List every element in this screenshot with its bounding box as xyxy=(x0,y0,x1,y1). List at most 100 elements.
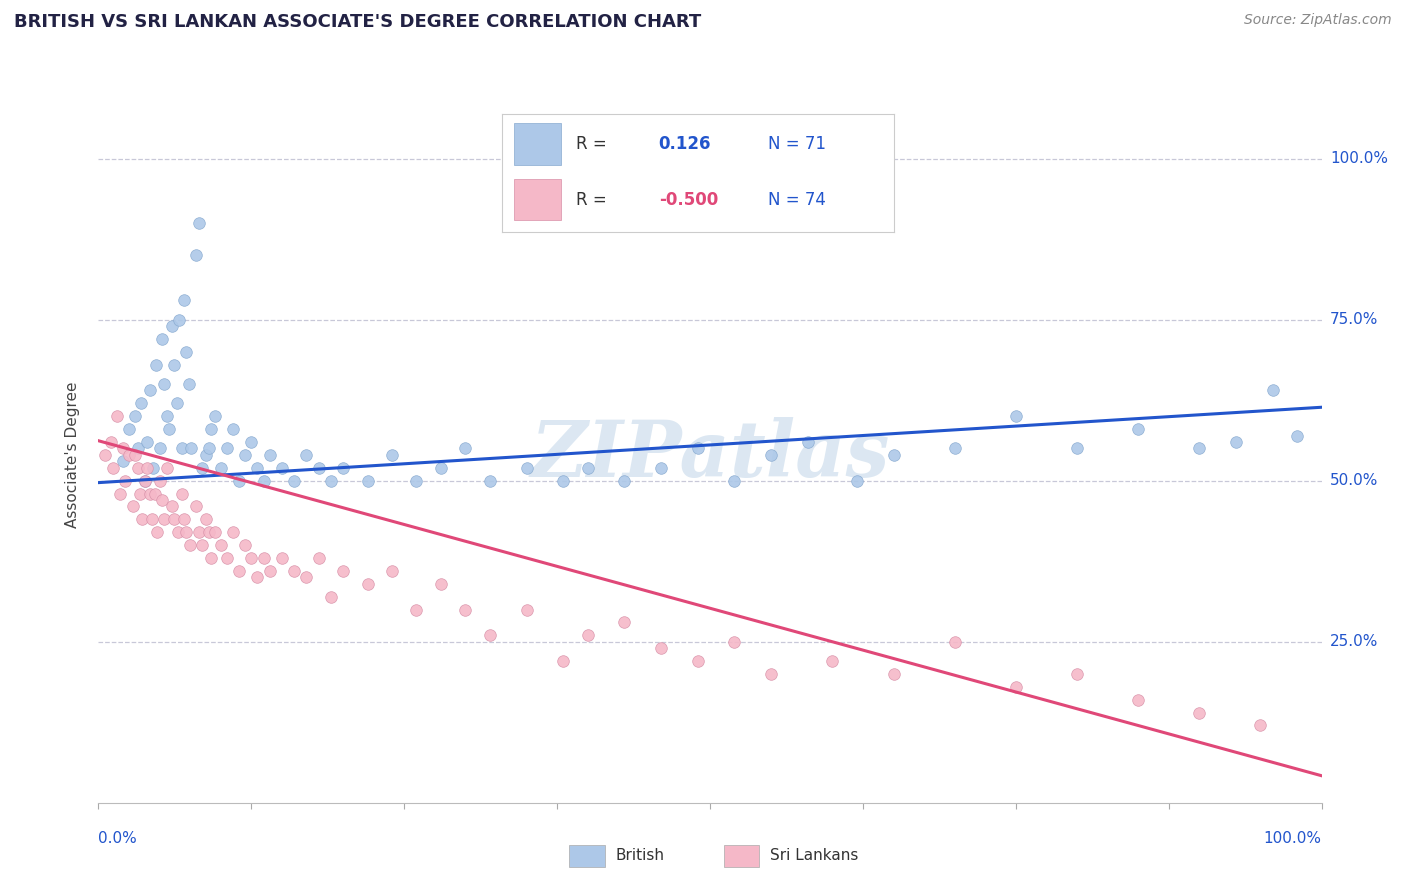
Point xyxy=(233,538,256,552)
Point xyxy=(308,551,330,566)
Point xyxy=(101,460,124,475)
Point xyxy=(204,409,226,424)
Point xyxy=(136,460,159,475)
Point xyxy=(124,409,146,424)
Point xyxy=(197,525,219,540)
Point xyxy=(821,654,844,668)
Point xyxy=(146,525,169,540)
Point xyxy=(295,570,318,584)
Point xyxy=(200,422,222,436)
Point xyxy=(118,448,141,462)
Point xyxy=(259,564,281,578)
Point xyxy=(150,493,173,508)
Point xyxy=(270,460,294,475)
Point xyxy=(163,358,186,372)
Point xyxy=(111,442,134,456)
Point xyxy=(139,384,162,398)
Point xyxy=(430,460,453,475)
Point xyxy=(127,442,149,456)
Point xyxy=(723,474,745,488)
Point xyxy=(650,460,672,475)
Point xyxy=(332,460,354,475)
Point xyxy=(134,474,156,488)
Text: 100.0%: 100.0% xyxy=(1330,151,1388,166)
Text: British: British xyxy=(616,848,665,863)
Point xyxy=(167,525,190,540)
Point xyxy=(405,602,427,616)
Point xyxy=(121,500,143,514)
Point xyxy=(149,442,172,456)
Point xyxy=(332,564,354,578)
Point xyxy=(270,551,294,566)
Point xyxy=(153,512,176,526)
Point xyxy=(686,654,709,668)
Point xyxy=(215,551,238,566)
Point xyxy=(233,448,256,462)
Point xyxy=(723,634,745,648)
Point xyxy=(129,486,152,500)
Point xyxy=(845,474,868,488)
Point xyxy=(195,512,218,526)
Point xyxy=(576,460,599,475)
Point xyxy=(93,448,115,462)
Point xyxy=(150,332,173,346)
Text: ZIPatlas: ZIPatlas xyxy=(530,417,890,493)
Point xyxy=(246,460,269,475)
Point xyxy=(295,448,318,462)
Point xyxy=(943,442,966,456)
Point xyxy=(553,474,575,488)
Point xyxy=(142,460,165,475)
Point xyxy=(131,512,153,526)
Point xyxy=(204,525,226,540)
Point xyxy=(134,474,156,488)
Point xyxy=(160,500,183,514)
Point xyxy=(356,474,378,488)
Point xyxy=(149,474,172,488)
Point xyxy=(209,460,232,475)
Point xyxy=(240,435,263,450)
Point xyxy=(259,448,281,462)
Point xyxy=(222,422,245,436)
Point xyxy=(143,486,166,500)
Point xyxy=(381,564,404,578)
Point xyxy=(215,442,238,456)
Point xyxy=(761,448,783,462)
Point xyxy=(186,248,208,262)
Point xyxy=(478,628,501,642)
Point xyxy=(1066,667,1088,681)
Point xyxy=(124,448,146,462)
Point xyxy=(1188,442,1211,456)
Point xyxy=(319,590,342,604)
Point xyxy=(797,435,820,450)
Point xyxy=(157,422,180,436)
Point xyxy=(170,486,193,500)
Text: Source: ZipAtlas.com: Source: ZipAtlas.com xyxy=(1244,13,1392,28)
Text: 100.0%: 100.0% xyxy=(1264,830,1322,846)
Point xyxy=(167,312,190,326)
Point xyxy=(283,474,305,488)
Point xyxy=(222,525,245,540)
Point xyxy=(187,525,209,540)
Point xyxy=(141,512,163,526)
Point xyxy=(163,512,186,526)
Point xyxy=(156,460,179,475)
Point xyxy=(160,319,183,334)
Point xyxy=(186,500,208,514)
Point xyxy=(246,570,269,584)
Point xyxy=(170,442,193,456)
Point xyxy=(1004,409,1026,424)
Point xyxy=(883,667,905,681)
Point xyxy=(145,358,167,372)
Point xyxy=(114,474,136,488)
Point xyxy=(1249,718,1271,732)
Point xyxy=(180,442,202,456)
Point xyxy=(1286,428,1309,442)
Point xyxy=(1261,384,1284,398)
Point xyxy=(405,474,427,488)
Point xyxy=(110,486,132,500)
Point xyxy=(454,442,477,456)
Point xyxy=(1188,706,1211,720)
Point xyxy=(576,628,599,642)
Point xyxy=(191,460,214,475)
Point xyxy=(613,474,636,488)
